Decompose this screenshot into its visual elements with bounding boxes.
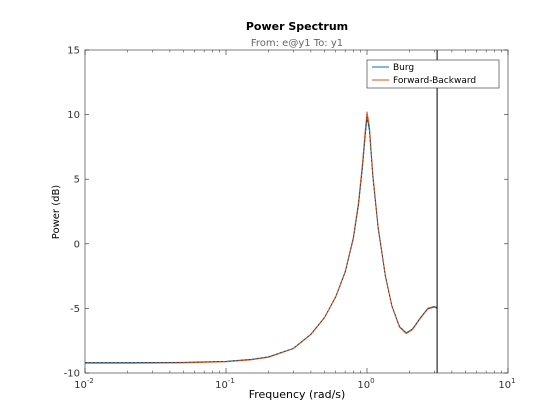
y-tick-label: -5 (70, 304, 80, 315)
y-axis-label: Power (dB) (51, 185, 62, 240)
legend-box (366, 59, 500, 89)
legend-label-burg: Burg (393, 63, 414, 73)
x-axis-label: Frequency (rad/s) (249, 388, 346, 401)
chart-title: Power Spectrum (246, 20, 348, 33)
plot-content (85, 50, 438, 373)
series-line-forward-backward (85, 111, 438, 364)
y-tick-label: 5 (74, 175, 80, 186)
y-tick-label: 0 (74, 239, 80, 250)
y-tick-label: 10 (67, 110, 80, 121)
chart-subtitle: From: e@y1 To: y1 (251, 38, 343, 49)
legend-label-forward-backward: Forward-Backward (393, 76, 476, 86)
y-tick-label: 15 (67, 46, 80, 57)
legend: Burg Forward-Backward (366, 59, 500, 89)
axes-box (84, 49, 509, 374)
plot-area (84, 49, 509, 374)
y-tick-label: -10 (64, 369, 80, 380)
